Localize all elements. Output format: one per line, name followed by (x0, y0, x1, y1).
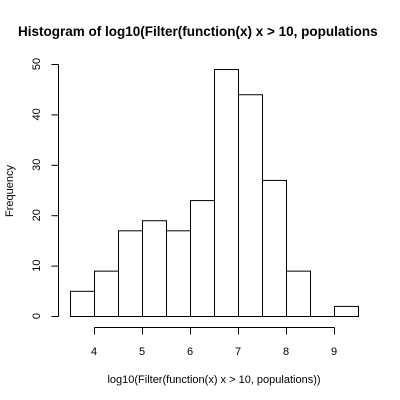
histogram-bar (70, 290, 95, 317)
x-axis-label: log10(Filter(function(x) x > 10, populat… (107, 374, 320, 386)
x-tick-label: 7 (235, 346, 241, 358)
histogram-bar (238, 94, 263, 317)
x-tick-label: 8 (283, 346, 289, 358)
histogram-bar (286, 270, 311, 318)
y-tick-label: 50 (31, 58, 43, 70)
histogram-bar (262, 179, 287, 317)
chart-title: Histogram of log10(Filter(function(x) x … (18, 24, 378, 39)
y-tick-label: 20 (31, 209, 43, 221)
x-tick-label: 9 (331, 346, 337, 358)
y-axis-label: Frequency (4, 165, 16, 217)
x-tick-label: 6 (187, 346, 193, 358)
y-tick-label: 0 (31, 313, 43, 319)
y-axis: 0 10 20 30 40 50 (31, 58, 59, 319)
histogram-bar (94, 270, 119, 318)
histogram-bar (166, 230, 191, 318)
x-tick-label: 4 (91, 346, 97, 358)
x-tick-label: 5 (139, 346, 145, 358)
histogram-bar (118, 230, 143, 318)
histogram-bar (142, 220, 167, 318)
histogram-bar (190, 200, 215, 317)
y-tick-label: 10 (31, 259, 43, 271)
y-tick-label: 40 (31, 108, 43, 120)
y-tick-label: 30 (31, 159, 43, 171)
histogram-bar (334, 305, 359, 318)
x-axis: 4 5 6 7 8 9 (91, 327, 337, 358)
histogram-bars (70, 69, 359, 318)
histogram-bar (214, 69, 239, 318)
